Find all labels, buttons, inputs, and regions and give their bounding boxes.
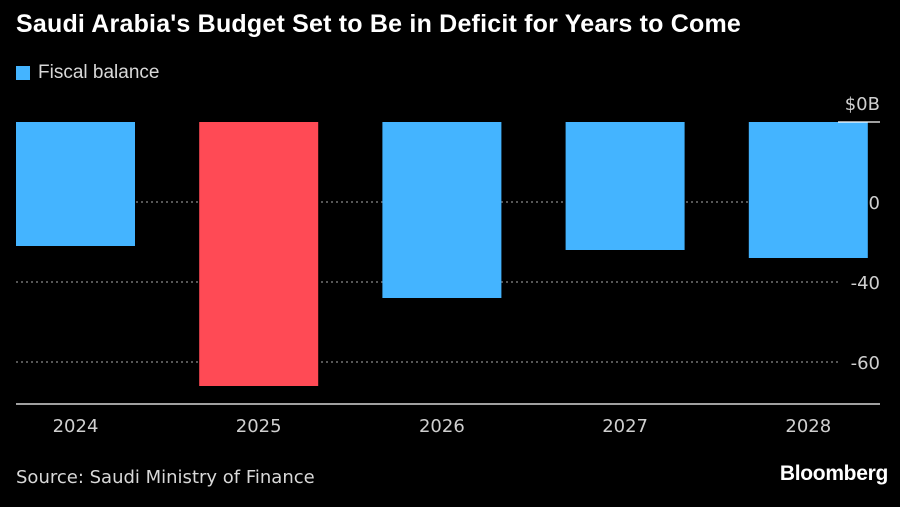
source-note: Source: Saudi Ministry of Finance [16,467,315,488]
x-tick-label: 2024 [53,416,99,437]
bar [565,122,685,250]
x-tick-label: 2025 [236,416,282,437]
legend: Fiscal balance [16,62,159,84]
legend-label: Fiscal balance [38,62,160,83]
bar [16,122,135,246]
y-tick-label: -60 [851,353,880,374]
x-tick-label: 2026 [419,416,465,437]
brand-logo: Bloomberg [779,462,888,485]
bar [382,122,502,298]
x-tick-label: 2027 [602,416,648,437]
bar [199,122,319,386]
chart-title: Saudi Arabia's Budget Set to Be in Defic… [16,10,742,38]
legend-swatch [16,66,30,80]
bar [748,122,868,258]
x-tick-label: 2028 [785,416,831,437]
y-tick-label: -40 [851,273,880,294]
y-tick-label: $0B [845,94,880,115]
